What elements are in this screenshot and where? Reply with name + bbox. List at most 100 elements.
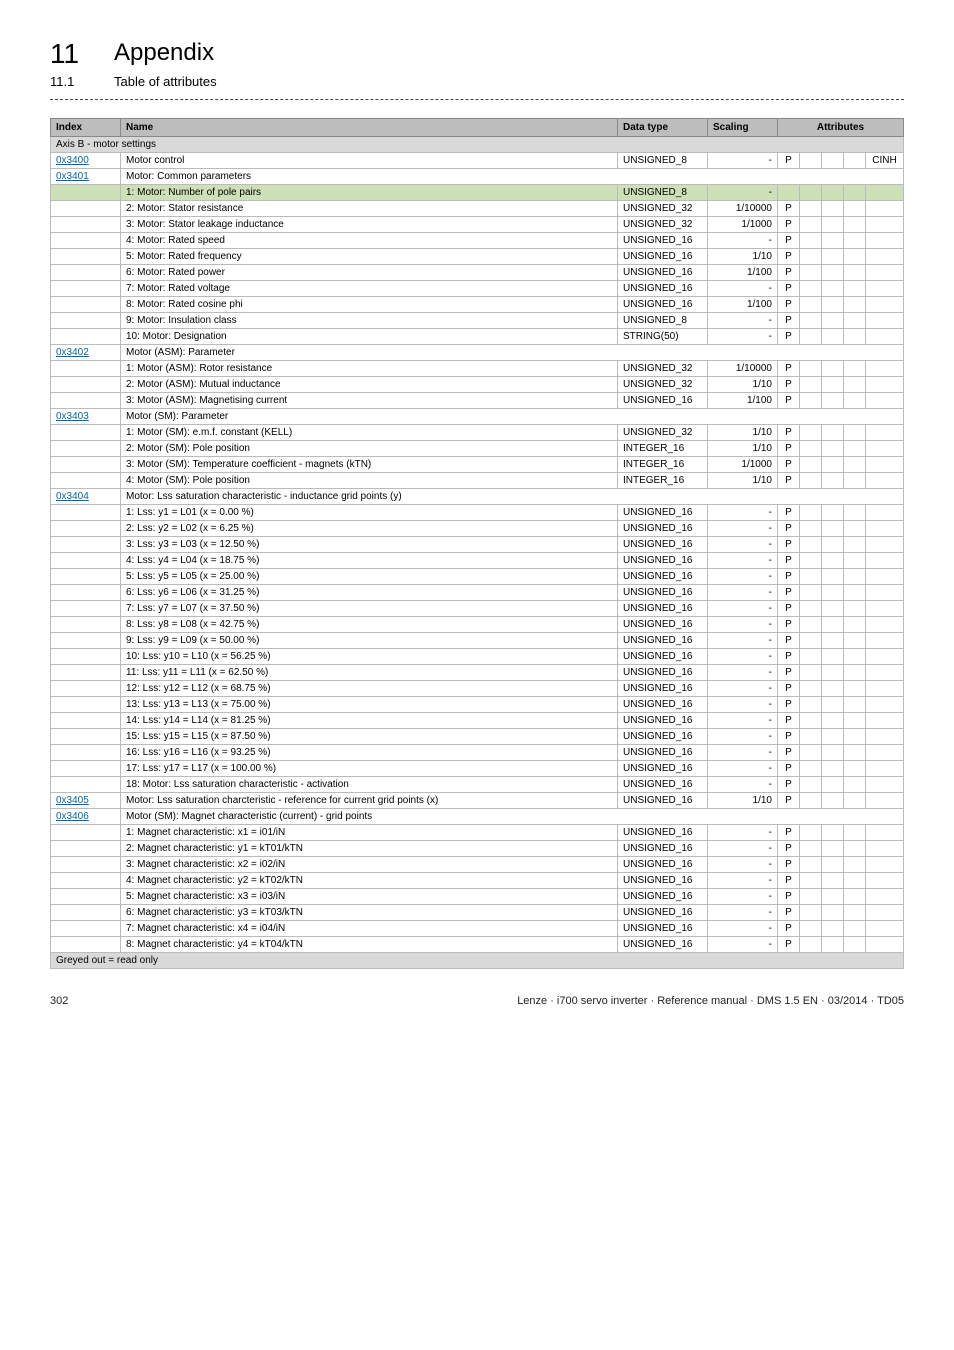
cell-data-type: UNSIGNED_32: [618, 361, 708, 377]
table-row: 9: Lss: y9 = L09 (x = 50.00 %)UNSIGNED_1…: [51, 633, 904, 649]
cell-attr-cinh: [866, 601, 904, 617]
cell-attr-blank: [800, 745, 822, 761]
th-index: Index: [51, 119, 121, 137]
attributes-table: Index Name Data type Scaling Attributes …: [50, 118, 904, 969]
cell-scaling: 1/10: [708, 377, 778, 393]
cell-index[interactable]: 0x3403: [51, 409, 121, 425]
cell-attr-cinh: CINH: [866, 153, 904, 169]
table-row: 3: Motor: Stator leakage inductanceUNSIG…: [51, 217, 904, 233]
cell-attr-blank: [844, 521, 866, 537]
cell-attr-p: P: [778, 441, 800, 457]
cell-scaling: -: [708, 281, 778, 297]
table-row: 8: Lss: y8 = L08 (x = 42.75 %)UNSIGNED_1…: [51, 617, 904, 633]
index-link[interactable]: 0x3404: [56, 491, 89, 502]
cell-name: Motor: Lss saturation charcteristic - re…: [121, 793, 618, 809]
table-row: 1: Motor: Number of pole pairsUNSIGNED_8…: [51, 185, 904, 201]
table-row: 0x3405 Motor: Lss saturation charcteristi…: [51, 793, 904, 809]
cell-index[interactable]: 0x3401: [51, 169, 121, 185]
cell-scaling: -: [708, 729, 778, 745]
cell-attr-blank: [844, 937, 866, 953]
cell-attr-blank: [800, 441, 822, 457]
cell-attr-blank: [844, 153, 866, 169]
cell-attr-blank: [800, 393, 822, 409]
cell-attr-p: P: [778, 857, 800, 873]
cell-index[interactable]: 0x3404: [51, 489, 121, 505]
cell-scaling: -: [708, 665, 778, 681]
cell-attr-blank: [800, 729, 822, 745]
cell-attr-blank: [822, 825, 844, 841]
cell-attr-blank: [844, 377, 866, 393]
table-row: 2: Magnet characteristic: y1 = kT01/kTNU…: [51, 841, 904, 857]
cell-attr-blank: [844, 873, 866, 889]
index-link[interactable]: 0x3402: [56, 347, 89, 358]
cell-index: [51, 425, 121, 441]
cell-attr-p: P: [778, 201, 800, 217]
cell-attr-blank: [800, 633, 822, 649]
cell-index: [51, 745, 121, 761]
cell-scaling: -: [708, 233, 778, 249]
table-row: 1: Lss: y1 = L01 (x = 0.00 %)UNSIGNED_16…: [51, 505, 904, 521]
chapter-number: 11: [50, 40, 96, 68]
cell-data-type: UNSIGNED_16: [618, 921, 708, 937]
table-row: 14: Lss: y14 = L14 (x = 81.25 %)UNSIGNED…: [51, 713, 904, 729]
cell-attr-p: P: [778, 633, 800, 649]
cell-attr-blank: [822, 377, 844, 393]
table-row: 10: Lss: y10 = L10 (x = 56.25 %)UNSIGNED…: [51, 649, 904, 665]
cell-attr-p: P: [778, 665, 800, 681]
table-row: 4: Lss: y4 = L04 (x = 18.75 %)UNSIGNED_1…: [51, 553, 904, 569]
cell-attr-cinh: [866, 921, 904, 937]
cell-index[interactable]: 0x3405: [51, 793, 121, 809]
cell-scaling: -: [708, 649, 778, 665]
cell-attr-blank: [800, 761, 822, 777]
index-link[interactable]: 0x3406: [56, 811, 89, 822]
cell-index: [51, 457, 121, 473]
cell-attr-blank: [822, 473, 844, 489]
cell-attr-p: P: [778, 329, 800, 345]
cell-attr-blank: [844, 329, 866, 345]
cell-data-type: UNSIGNED_16: [618, 889, 708, 905]
cell-name: 2: Motor: Stator resistance: [121, 201, 618, 217]
cell-index: [51, 361, 121, 377]
cell-attr-p: P: [778, 297, 800, 313]
cell-attr-blank: [800, 857, 822, 873]
cell-data-type: UNSIGNED_16: [618, 537, 708, 553]
cell-scaling: -: [708, 313, 778, 329]
cell-index[interactable]: 0x3400: [51, 153, 121, 169]
cell-name: 15: Lss: y15 = L15 (x = 87.50 %): [121, 729, 618, 745]
cell-scaling: -: [708, 937, 778, 953]
index-link[interactable]: 0x3401: [56, 171, 89, 182]
cell-attr-cinh: [866, 905, 904, 921]
cell-attr-p: P: [778, 697, 800, 713]
index-link[interactable]: 0x3400: [56, 155, 89, 166]
cell-index: [51, 377, 121, 393]
page-footer: 302 Lenze · i700 servo inverter · Refere…: [50, 995, 904, 1007]
cell-attr-blank: [822, 233, 844, 249]
cell-scaling: -: [708, 889, 778, 905]
index-link[interactable]: 0x3403: [56, 411, 89, 422]
cell-attr-blank: [822, 857, 844, 873]
cell-scaling: -: [708, 153, 778, 169]
cell-index: [51, 329, 121, 345]
cell-data-type: UNSIGNED_8: [618, 185, 708, 201]
table-row: 3: Motor (SM): Temperature coefficient -…: [51, 457, 904, 473]
cell-attr-p: P: [778, 377, 800, 393]
cell-attr-p: P: [778, 361, 800, 377]
cell-index[interactable]: 0x3406: [51, 809, 121, 825]
table-header-row: Index Name Data type Scaling Attributes: [51, 119, 904, 137]
cell-scaling: 1/1000: [708, 217, 778, 233]
cell-name: 3: Magnet characteristic: x2 = i02/iN: [121, 857, 618, 873]
table-row: 4: Motor (SM): Pole positionINTEGER_161/…: [51, 473, 904, 489]
cell-name: 9: Lss: y9 = L09 (x = 50.00 %): [121, 633, 618, 649]
cell-name: 2: Motor (SM): Pole position: [121, 441, 618, 457]
cell-attr-cinh: [866, 217, 904, 233]
index-link[interactable]: 0x3405: [56, 795, 89, 806]
cell-scaling: -: [708, 857, 778, 873]
cell-attr-blank: [844, 857, 866, 873]
cell-attr-blank: [800, 297, 822, 313]
cell-attr-blank: [822, 425, 844, 441]
table-row: 15: Lss: y15 = L15 (x = 87.50 %)UNSIGNED…: [51, 729, 904, 745]
cell-attr-blank: [844, 681, 866, 697]
cell-index[interactable]: 0x3402: [51, 345, 121, 361]
table-row: 7: Motor: Rated voltageUNSIGNED_16-P: [51, 281, 904, 297]
cell-attr-blank: [800, 377, 822, 393]
